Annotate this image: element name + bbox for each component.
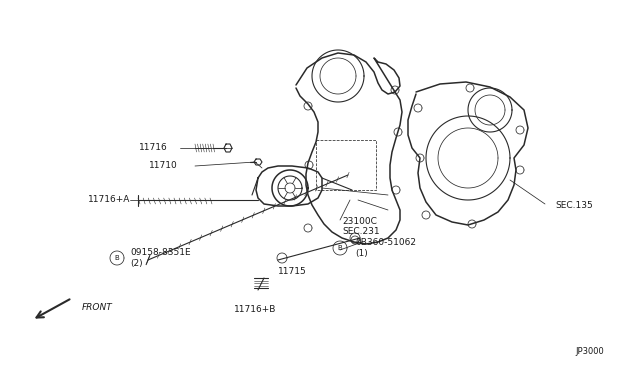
Text: SEC.231: SEC.231 — [342, 228, 380, 237]
Text: FRONT: FRONT — [82, 304, 113, 312]
Text: 11716+B: 11716+B — [234, 305, 276, 314]
Text: B: B — [338, 245, 342, 251]
Bar — [316, 140, 376, 190]
Text: 11716+A: 11716+A — [88, 196, 130, 205]
Text: 23100C: 23100C — [342, 218, 377, 227]
Text: 0B360-51062
(1): 0B360-51062 (1) — [355, 238, 416, 258]
Text: JP3000: JP3000 — [575, 347, 604, 356]
Text: 11710: 11710 — [149, 161, 178, 170]
Text: 09158-8351E
(2): 09158-8351E (2) — [130, 248, 191, 268]
Text: 11716: 11716 — [140, 144, 168, 153]
Text: B: B — [115, 255, 120, 261]
Text: 11715: 11715 — [278, 267, 307, 276]
Text: SEC.135: SEC.135 — [555, 201, 593, 209]
